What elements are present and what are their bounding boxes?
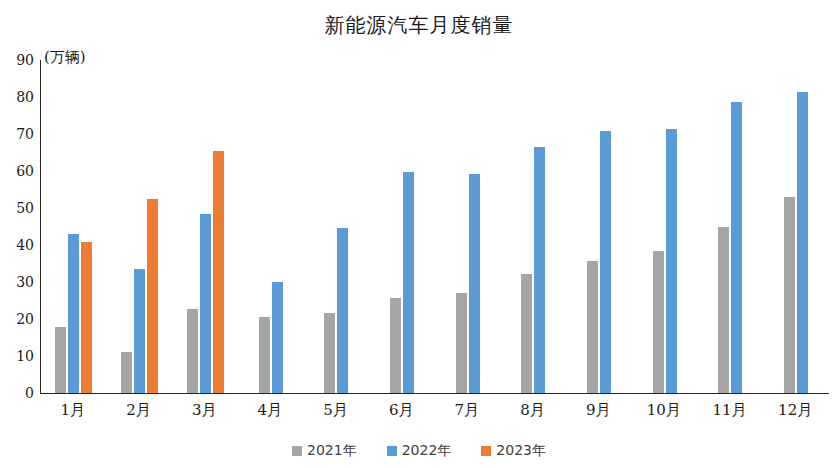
bar-2021年-10月 [653,251,664,393]
bar-2021年-2月 [121,352,132,393]
bar-2023年-2月 [147,199,158,393]
bar-group-3月 [172,60,238,393]
y-tick-label-10: 10 [4,348,34,364]
y-tick-label-50: 50 [4,200,34,216]
x-tick-label-6月: 6月 [368,401,434,420]
bar-2022年-9月 [600,131,611,393]
bar-2022年-10月 [666,129,677,393]
bar-group-7月 [435,60,501,393]
bar-2021年-6月 [390,298,401,393]
bar-group-12月 [763,60,829,393]
bar-2021年-11月 [718,227,729,394]
bar-2022年-2月 [134,269,145,393]
chart-title: 新能源汽车月度销量 [0,12,838,39]
bar-group-2月 [107,60,173,393]
y-tick-label-70: 70 [4,126,34,142]
bar-2022年-4月 [272,282,283,393]
bar-2021年-8月 [521,274,532,393]
bar-2022年-1月 [68,234,79,393]
x-tick-label-9月: 9月 [565,401,631,420]
bar-2022年-6月 [403,172,414,393]
x-tick-label-11月: 11月 [697,401,763,420]
y-tick-label-90: 90 [4,52,34,68]
x-tick-label-2月: 2月 [106,401,172,420]
bar-group-9月 [566,60,632,393]
legend-swatch-2021年 [292,446,302,456]
x-tick-label-8月: 8月 [500,401,566,420]
bar-2021年-7月 [456,293,467,393]
bar-2023年-1月 [81,242,92,393]
bar-2021年-3月 [187,309,198,393]
bar-group-11月 [698,60,764,393]
bar-2021年-9月 [587,261,598,393]
y-tick-label-0: 0 [4,385,34,401]
nev-monthly-sales-chart: 新能源汽车月度销量 (万辆) 0102030405060708090 1月2月3… [0,0,838,468]
bar-2023年-3月 [213,151,224,393]
legend-label-2021年: 2021年 [307,442,357,460]
y-tick-label-60: 60 [4,163,34,179]
bar-group-10月 [632,60,698,393]
legend-item-2021年: 2021年 [292,442,357,460]
bar-group-8月 [501,60,567,393]
bar-2022年-8月 [534,147,545,393]
bar-2022年-7月 [469,174,480,393]
bar-2022年-12月 [797,92,808,393]
legend-label-2022年: 2022年 [402,442,452,460]
plot-area [40,60,829,394]
y-tick-label-30: 30 [4,274,34,290]
x-tick-label-4月: 4月 [237,401,303,420]
x-tick-label-5月: 5月 [303,401,369,420]
bar-2022年-5月 [337,228,348,393]
x-tick-label-3月: 3月 [171,401,237,420]
legend-item-2023年: 2023年 [481,442,546,460]
legend-swatch-2022年 [387,446,397,456]
bar-2021年-5月 [324,313,335,393]
bar-group-5月 [304,60,370,393]
bar-group-1月 [41,60,107,393]
x-tick-label-12月: 12月 [762,401,828,420]
y-tick-label-80: 80 [4,89,34,105]
bar-2021年-1月 [55,327,66,393]
legend-label-2023年: 2023年 [496,442,546,460]
x-tick-label-7月: 7月 [434,401,500,420]
bar-2022年-11月 [731,102,742,393]
legend-item-2022年: 2022年 [387,442,452,460]
legend-swatch-2023年 [481,446,491,456]
x-tick-label-10月: 10月 [631,401,697,420]
y-tick-label-20: 20 [4,311,34,327]
bar-2021年-12月 [784,197,795,393]
bar-group-6月 [369,60,435,393]
bar-2021年-4月 [259,317,270,393]
y-tick-label-40: 40 [4,237,34,253]
bar-group-4月 [238,60,304,393]
bar-2022年-3月 [200,214,211,393]
legend: 2021年 2022年 2023年 [0,442,838,460]
x-tick-label-1月: 1月 [40,401,106,420]
